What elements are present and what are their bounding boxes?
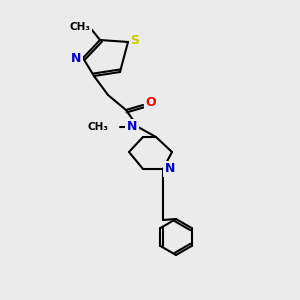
Text: CH₃: CH₃ — [87, 122, 108, 132]
Text: N: N — [71, 52, 81, 64]
Text: S: S — [130, 34, 140, 46]
Text: O: O — [146, 95, 156, 109]
Text: N: N — [127, 121, 137, 134]
Text: CH₃: CH₃ — [70, 22, 91, 32]
Text: N: N — [165, 163, 175, 176]
